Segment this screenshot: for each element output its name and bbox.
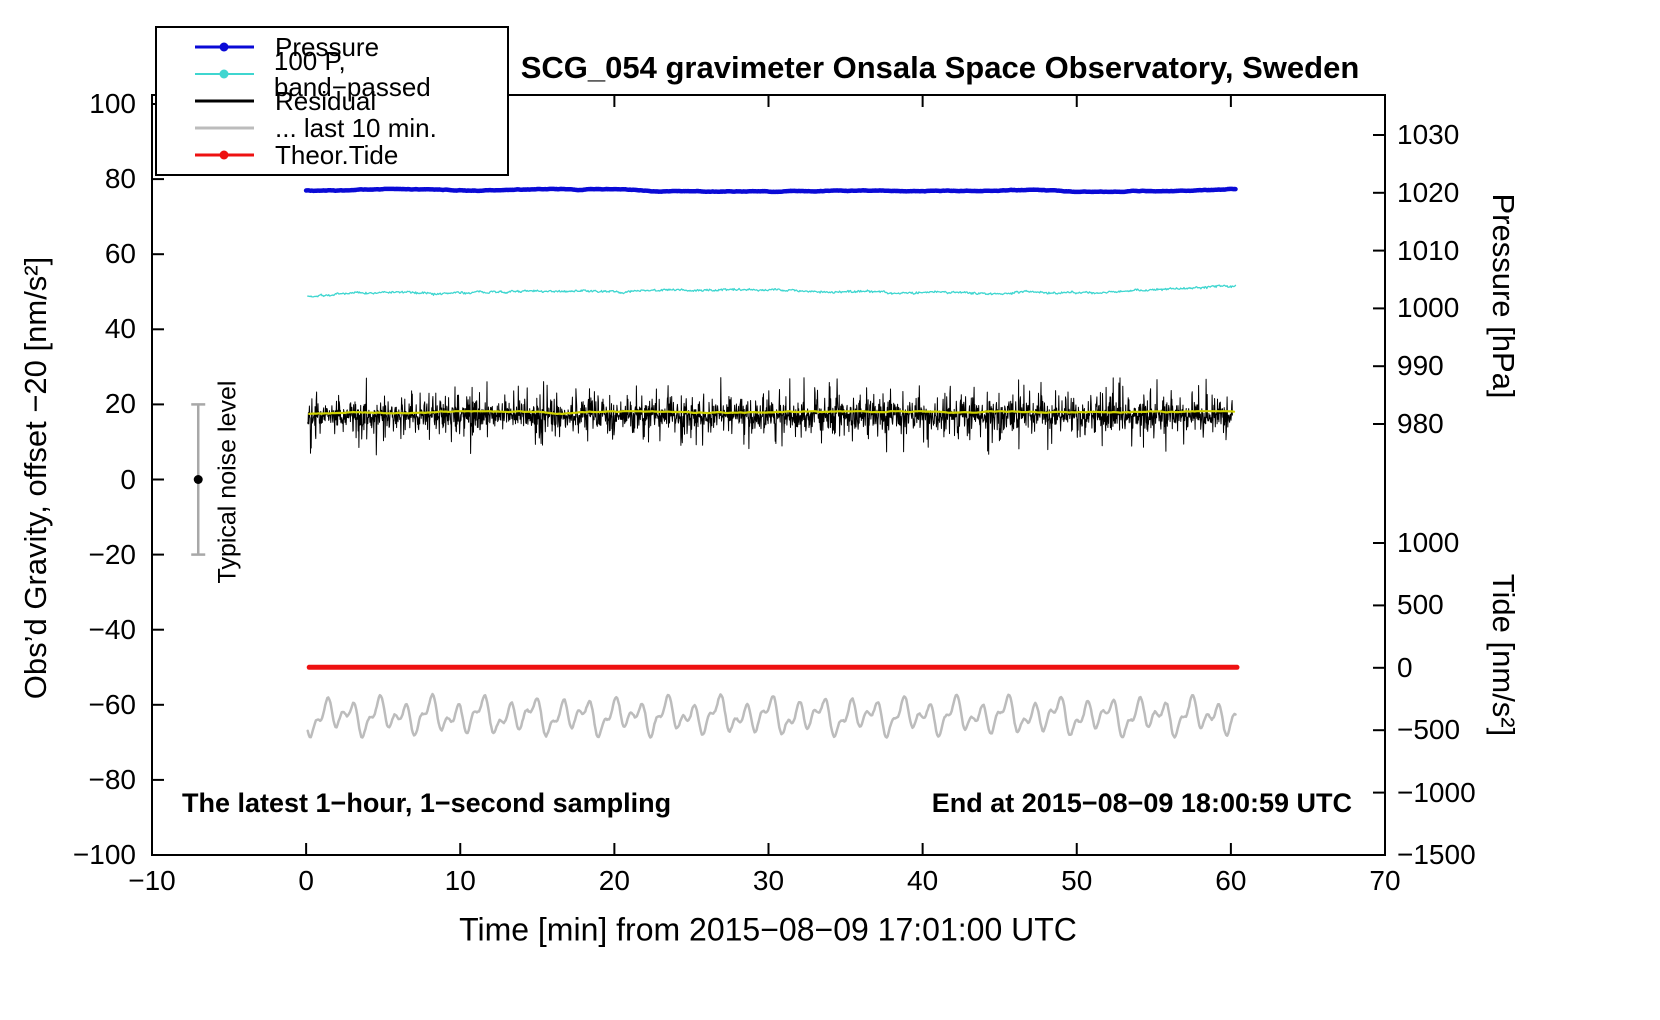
legend-label: 100 P, band−passed — [273, 45, 431, 102]
tick-label: 500 — [1397, 589, 1444, 621]
legend-swatch--last-10-min- — [195, 126, 254, 129]
legend-label: Pressure — [275, 31, 380, 62]
legend-item: Pressure — [169, 33, 507, 60]
tick-label: 1000 — [1397, 527, 1460, 558]
tick-label: 30 — [752, 865, 785, 896]
legend-item: ... last 10 min. — [169, 114, 507, 141]
tick-label: 10 — [444, 865, 476, 896]
tick-label: 990 — [1397, 350, 1444, 382]
chart-title: SCG_054 gravimeter Onsala Space Observat… — [520, 50, 1360, 85]
annotation-sampling: The latest 1−hour, 1−second sampling — [182, 788, 672, 818]
tick-label: −40 — [88, 613, 137, 645]
tick-label: 50 — [1061, 865, 1093, 896]
tick-label: 980 — [1397, 408, 1444, 439]
tick-label: −500 — [1397, 714, 1461, 746]
tick-label: 100 — [89, 88, 136, 119]
tick-label: −10 — [128, 865, 176, 896]
legend-item: 100 P, band−passed — [169, 48, 507, 100]
legend-swatch-theor-tide — [195, 150, 254, 159]
tick-label: 70 — [1369, 865, 1401, 896]
legend-swatch-pressure — [195, 42, 254, 51]
tick-label: −80 — [88, 763, 137, 795]
legend-swatch-100-p-band-passed — [195, 69, 254, 78]
tick-label: 80 — [104, 163, 136, 195]
tick-label: 1020 — [1397, 176, 1460, 208]
legend-label: ... last 10 min. — [275, 112, 437, 143]
tick-label: 1010 — [1397, 234, 1460, 266]
tick-label: 60 — [104, 238, 136, 270]
tick-label: 20 — [598, 865, 630, 896]
tick-label: 40 — [907, 865, 939, 896]
tick-label: 0 — [120, 463, 136, 495]
legend-label: Residual — [275, 85, 377, 116]
tick-label: 20 — [104, 388, 136, 420]
tick-label: −1500 — [1397, 839, 1476, 870]
legend-label: Theor.Tide — [275, 139, 399, 170]
annotation-end-time: End at 2015−08−09 18:00:59 UTC — [931, 788, 1352, 818]
tick-label: −1000 — [1397, 776, 1476, 808]
tick-label: 1030 — [1397, 119, 1460, 150]
tick-label: 40 — [104, 313, 136, 345]
tick-label: 0 — [1397, 651, 1413, 683]
legend-item: Theor.Tide — [169, 141, 507, 168]
tick-label: 0 — [298, 865, 314, 896]
tick-label: 60 — [1215, 865, 1247, 896]
noise-level-label: Typical noise level — [213, 380, 242, 584]
tick-label: −20 — [88, 538, 137, 570]
legend-item: Residual — [169, 87, 507, 114]
tick-label: −60 — [88, 688, 137, 720]
legend: Pressure 100 P, band−passed Residual... la… — [155, 26, 509, 176]
tick-label: −100 — [72, 839, 136, 870]
tick-label: 1000 — [1397, 292, 1460, 324]
x-axis-label: Time [min] from 2015−08−09 17:01:00 UTC — [459, 911, 1077, 948]
legend-swatch-residual — [195, 99, 254, 102]
